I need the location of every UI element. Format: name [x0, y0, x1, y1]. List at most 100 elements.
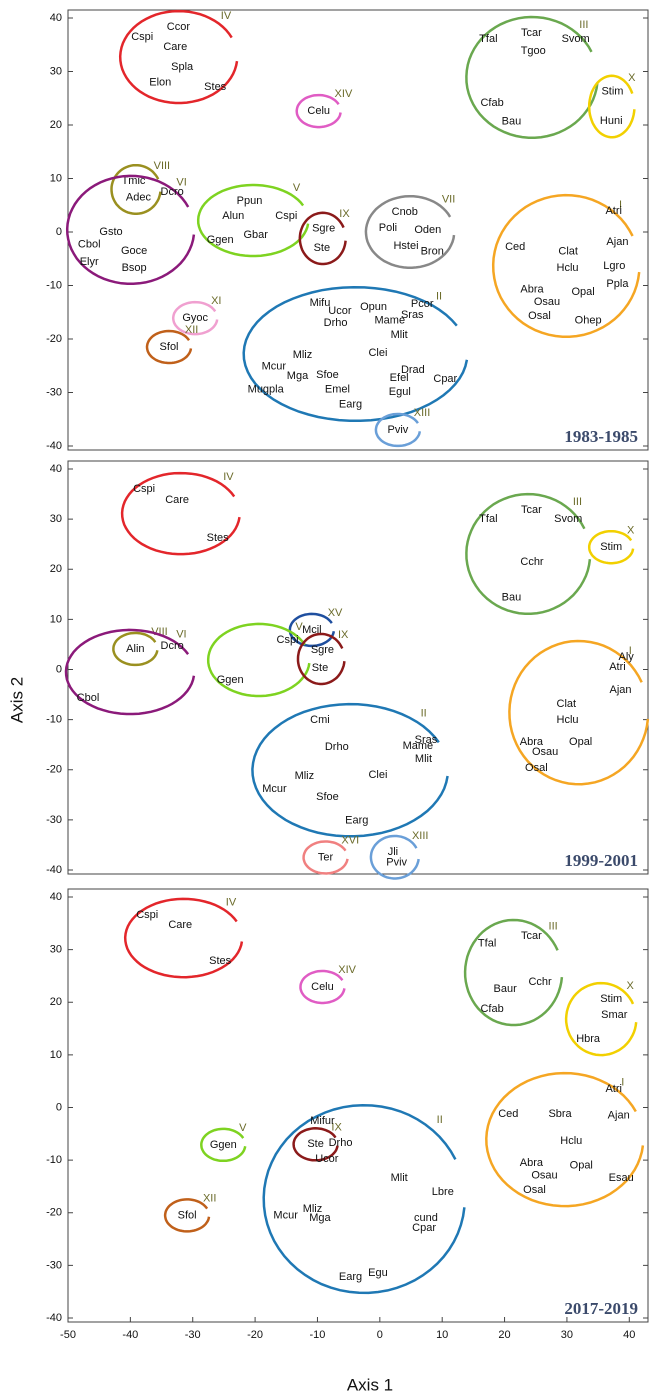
species-label: Drho [325, 741, 349, 753]
species-label: Mga [309, 1212, 331, 1224]
group-ellipse [112, 165, 161, 214]
species-label: Ste [307, 1138, 324, 1150]
species-label: Mcur [273, 1209, 298, 1221]
species-label: Mliz [295, 770, 315, 782]
species-label: Ppun [237, 195, 263, 207]
species-label: Cpar [433, 373, 457, 385]
species-label: Hclu [557, 262, 579, 274]
y-tick-label: 40 [50, 891, 62, 903]
species-label: Cspi [277, 634, 299, 646]
x-tick-label: 30 [561, 1329, 573, 1341]
y-tick-label: 30 [50, 513, 62, 525]
species-label: Opun [360, 301, 387, 313]
species-label: Tcar [521, 27, 542, 39]
x-tick-label: -10 [310, 1329, 326, 1341]
group-label: X [626, 980, 634, 992]
species-label: Elyr [80, 256, 99, 268]
species-label: Osau [534, 296, 560, 308]
species-label: Cspi [131, 31, 153, 43]
y-tick-label: -10 [46, 714, 62, 726]
species-label: Ggen [207, 234, 234, 246]
species-label: Bau [502, 592, 522, 604]
species-label: Tcar [521, 504, 542, 516]
group-label: VI [176, 628, 186, 640]
group-label: IX [339, 208, 350, 220]
y-tick-label: 10 [50, 172, 62, 184]
x-tick-label: -20 [247, 1329, 263, 1341]
x-tick-label: 20 [498, 1329, 510, 1341]
group-label: X [628, 72, 636, 84]
x-tick-label: 0 [377, 1329, 383, 1341]
species-label: Osal [523, 1184, 546, 1196]
species-label: Ggen [210, 1139, 237, 1151]
species-label: Gsto [99, 226, 122, 238]
species-label: Care [168, 919, 192, 931]
group-label: III [549, 920, 558, 932]
species-label: Clat [558, 246, 578, 258]
species-label: Atri [605, 205, 622, 217]
species-label: Ste [312, 662, 329, 674]
group-label: X [627, 524, 635, 536]
y-tick-label: 10 [50, 613, 62, 625]
species-label: Tcar [521, 930, 542, 942]
species-label: Earg [345, 814, 368, 826]
species-label: Cfab [480, 97, 503, 109]
species-label: Mame [403, 740, 434, 752]
y-tick-label: -20 [46, 333, 62, 345]
panel-title: 1999-2001 [564, 851, 638, 870]
y-tick-label: -40 [46, 440, 62, 452]
species-label: Care [165, 494, 189, 506]
species-label: Bau [502, 116, 522, 128]
species-label: Dcro [161, 640, 184, 652]
species-label: Osau [532, 746, 558, 758]
species-label: Ajan [610, 684, 632, 696]
species-label: Hclu [557, 714, 579, 726]
x-tick-label: -30 [185, 1329, 201, 1341]
species-label: Ced [505, 241, 525, 253]
species-label: Mifu [310, 297, 331, 309]
group-label: VIII [154, 160, 171, 172]
y-tick-label: 40 [50, 463, 62, 475]
species-label: Cfab [480, 1003, 503, 1015]
species-label: Abra [520, 284, 544, 296]
species-label: Clat [557, 698, 577, 710]
species-label: Cspi [133, 483, 155, 495]
species-label: Goce [121, 245, 147, 257]
species-label: Esau [609, 1172, 634, 1184]
species-label: Sgre [311, 644, 334, 656]
figure: Axis 1 Axis 2 -40-30-20-10010203040IVCsp… [0, 0, 654, 1398]
species-label: Sfol [160, 341, 179, 353]
panel-title: 2017-2019 [564, 1299, 638, 1318]
species-label: Svom [554, 513, 582, 525]
species-label: Cbol [77, 692, 100, 704]
group-label: XII [185, 324, 198, 336]
group-label: XI [211, 295, 221, 307]
species-label: Cchr [528, 976, 552, 988]
species-label: Opal [570, 1159, 593, 1171]
species-label: Mifur [310, 1115, 335, 1127]
species-label: Ggen [217, 674, 244, 686]
group-label: III [573, 496, 582, 508]
species-label: Ter [318, 851, 334, 863]
y-tick-label: -40 [46, 1312, 62, 1324]
group-label: XIII [412, 830, 429, 842]
species-label: Efel [390, 372, 409, 384]
species-label: Osau [531, 1169, 557, 1181]
species-label: Stim [601, 86, 623, 98]
species-label: Bsop [122, 262, 147, 274]
species-label: Abra [520, 1157, 544, 1169]
species-label: Drho [329, 1137, 353, 1149]
species-label: Ajan [606, 236, 628, 248]
group-label: V [293, 182, 301, 194]
species-label: Lgro [603, 260, 625, 272]
species-label: Stes [207, 532, 230, 544]
group-label: IV [226, 897, 237, 909]
x-tick-label: -50 [60, 1329, 76, 1341]
x-axis-title: Axis 1 [347, 1375, 393, 1394]
species-label: Dcro [161, 186, 184, 198]
species-label: Pviv [386, 856, 407, 868]
x-tick-label: 40 [623, 1329, 635, 1341]
x-tick-label: -40 [122, 1329, 138, 1341]
y-tick-label: -20 [46, 1207, 62, 1219]
species-label: Cspi [275, 210, 297, 222]
